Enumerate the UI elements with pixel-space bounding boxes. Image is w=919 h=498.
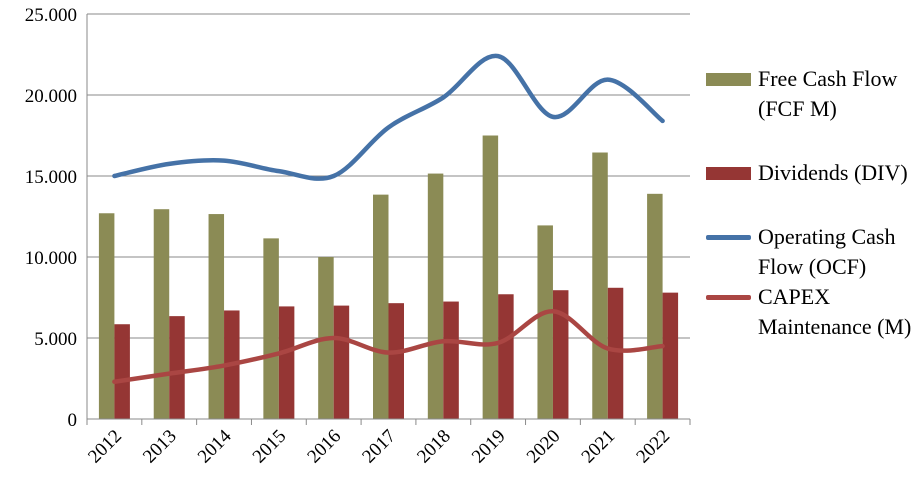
bar-div-2018	[443, 301, 459, 419]
x-tick-label: 2017	[358, 426, 400, 468]
x-tick-label: 2022	[632, 426, 674, 468]
y-tick-label: 15.000	[25, 167, 77, 188]
bar-div-2016	[333, 305, 350, 419]
x-tick-label: 2020	[523, 426, 565, 468]
x-tick-label: 2014	[194, 425, 236, 467]
x-tick-label: 2016	[303, 426, 345, 468]
y-tick-label: 0	[68, 410, 78, 431]
bar-div-2019	[498, 294, 514, 419]
line-capex	[112, 309, 665, 384]
legend-swatch-div	[706, 167, 751, 180]
bar-div-2013	[169, 316, 185, 419]
x-tick-label: 2015	[249, 426, 291, 468]
x-tick-label: 2019	[468, 426, 510, 468]
bar-fcf-2014	[208, 214, 225, 419]
x-tick-labels: 2012 2013 2014 2015 2016 2017 2018 2019 2020 2021…	[84, 425, 674, 467]
legend-item-ocf: Operating Cash Flow (OCF)	[700, 222, 919, 282]
bar-div-2022	[662, 292, 679, 419]
bar-fcf-2012	[98, 213, 115, 419]
bars	[98, 135, 679, 419]
series-lines	[112, 53, 665, 384]
legend-label-div: Dividends (DIV)	[758, 160, 908, 185]
bar-div-2015	[278, 306, 295, 419]
x-tick-label: 2021	[578, 426, 620, 468]
bar-fcf-2022	[647, 193, 663, 419]
legend-swatch-ocf	[706, 235, 751, 240]
bar-fcf-2015	[263, 238, 279, 419]
bar-div-2017	[388, 303, 404, 419]
legend-swatch-capex	[706, 295, 751, 300]
bar-fcf-2021	[592, 152, 608, 419]
y-tick-label: 20.000	[25, 86, 77, 107]
axes	[86, 14, 691, 425]
bar-div-2020	[552, 290, 569, 419]
bar-div-2012	[114, 324, 130, 419]
x-tick-label: 2018	[413, 426, 455, 468]
x-tick-label: 2012	[84, 426, 126, 468]
legend-item-capex: CAPEX Maintenance (M)	[700, 282, 919, 342]
bar-fcf-2020	[537, 225, 553, 419]
bar-fcf-2018	[427, 173, 444, 419]
bar-fcf-2017	[373, 194, 389, 419]
legend-label-ocf: Operating Cash Flow (OCF)	[758, 224, 896, 279]
legend-label-capex: CAPEX Maintenance (M)	[758, 284, 912, 339]
y-tick-labels: 0 5.000 10.000 15.000 20.000 25.000	[25, 5, 77, 431]
y-tick-label: 10.000	[25, 248, 77, 269]
legend: Free Cash Flow (FCF M) Dividends (DIV) O…	[700, 64, 919, 342]
legend-item-fcf: Free Cash Flow (FCF M)	[700, 64, 919, 124]
legend-item-div: Dividends (DIV)	[700, 158, 919, 188]
legend-label-fcf: Free Cash Flow (FCF M)	[758, 66, 898, 121]
line-ocf	[112, 53, 665, 181]
bar-fcf-2013	[153, 209, 170, 419]
y-tick-label: 25.000	[25, 5, 77, 26]
x-tick-label: 2013	[139, 426, 181, 468]
legend-swatch-fcf	[706, 73, 751, 86]
y-tick-label: 5.000	[34, 329, 77, 350]
bar-fcf-2019	[482, 135, 499, 419]
bar-div-2021	[607, 287, 624, 419]
